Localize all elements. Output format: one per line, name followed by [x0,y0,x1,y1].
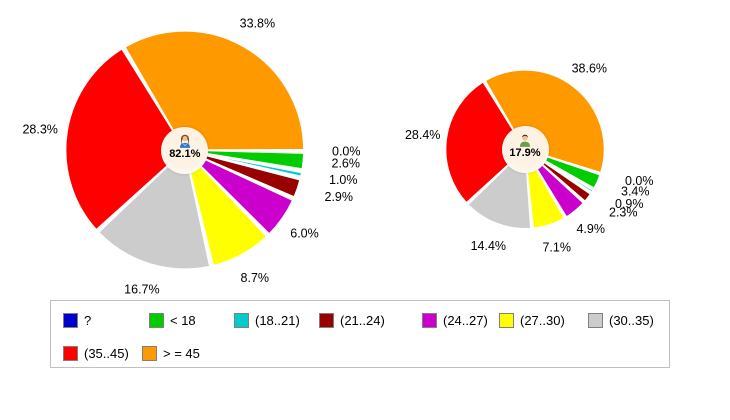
svg-text:1.0%: 1.0% [329,173,358,187]
svg-text:2.9%: 2.9% [325,190,354,204]
svg-text:28.4%: 28.4% [405,128,440,142]
svg-text:16.7%: 16.7% [124,283,159,297]
svg-text:2.6%: 2.6% [332,157,361,171]
svg-text:4.9%: 4.9% [576,222,605,236]
svg-text:33.8%: 33.8% [240,16,275,30]
svg-text:2.3%: 2.3% [609,205,638,219]
svg-text:7.1%: 7.1% [542,241,571,255]
svg-text:6.0%: 6.0% [290,227,319,241]
svg-text:14.4%: 14.4% [471,239,506,253]
svg-text:8.7%: 8.7% [241,271,270,285]
svg-text:28.3%: 28.3% [22,123,57,137]
svg-text:38.6%: 38.6% [572,61,607,75]
